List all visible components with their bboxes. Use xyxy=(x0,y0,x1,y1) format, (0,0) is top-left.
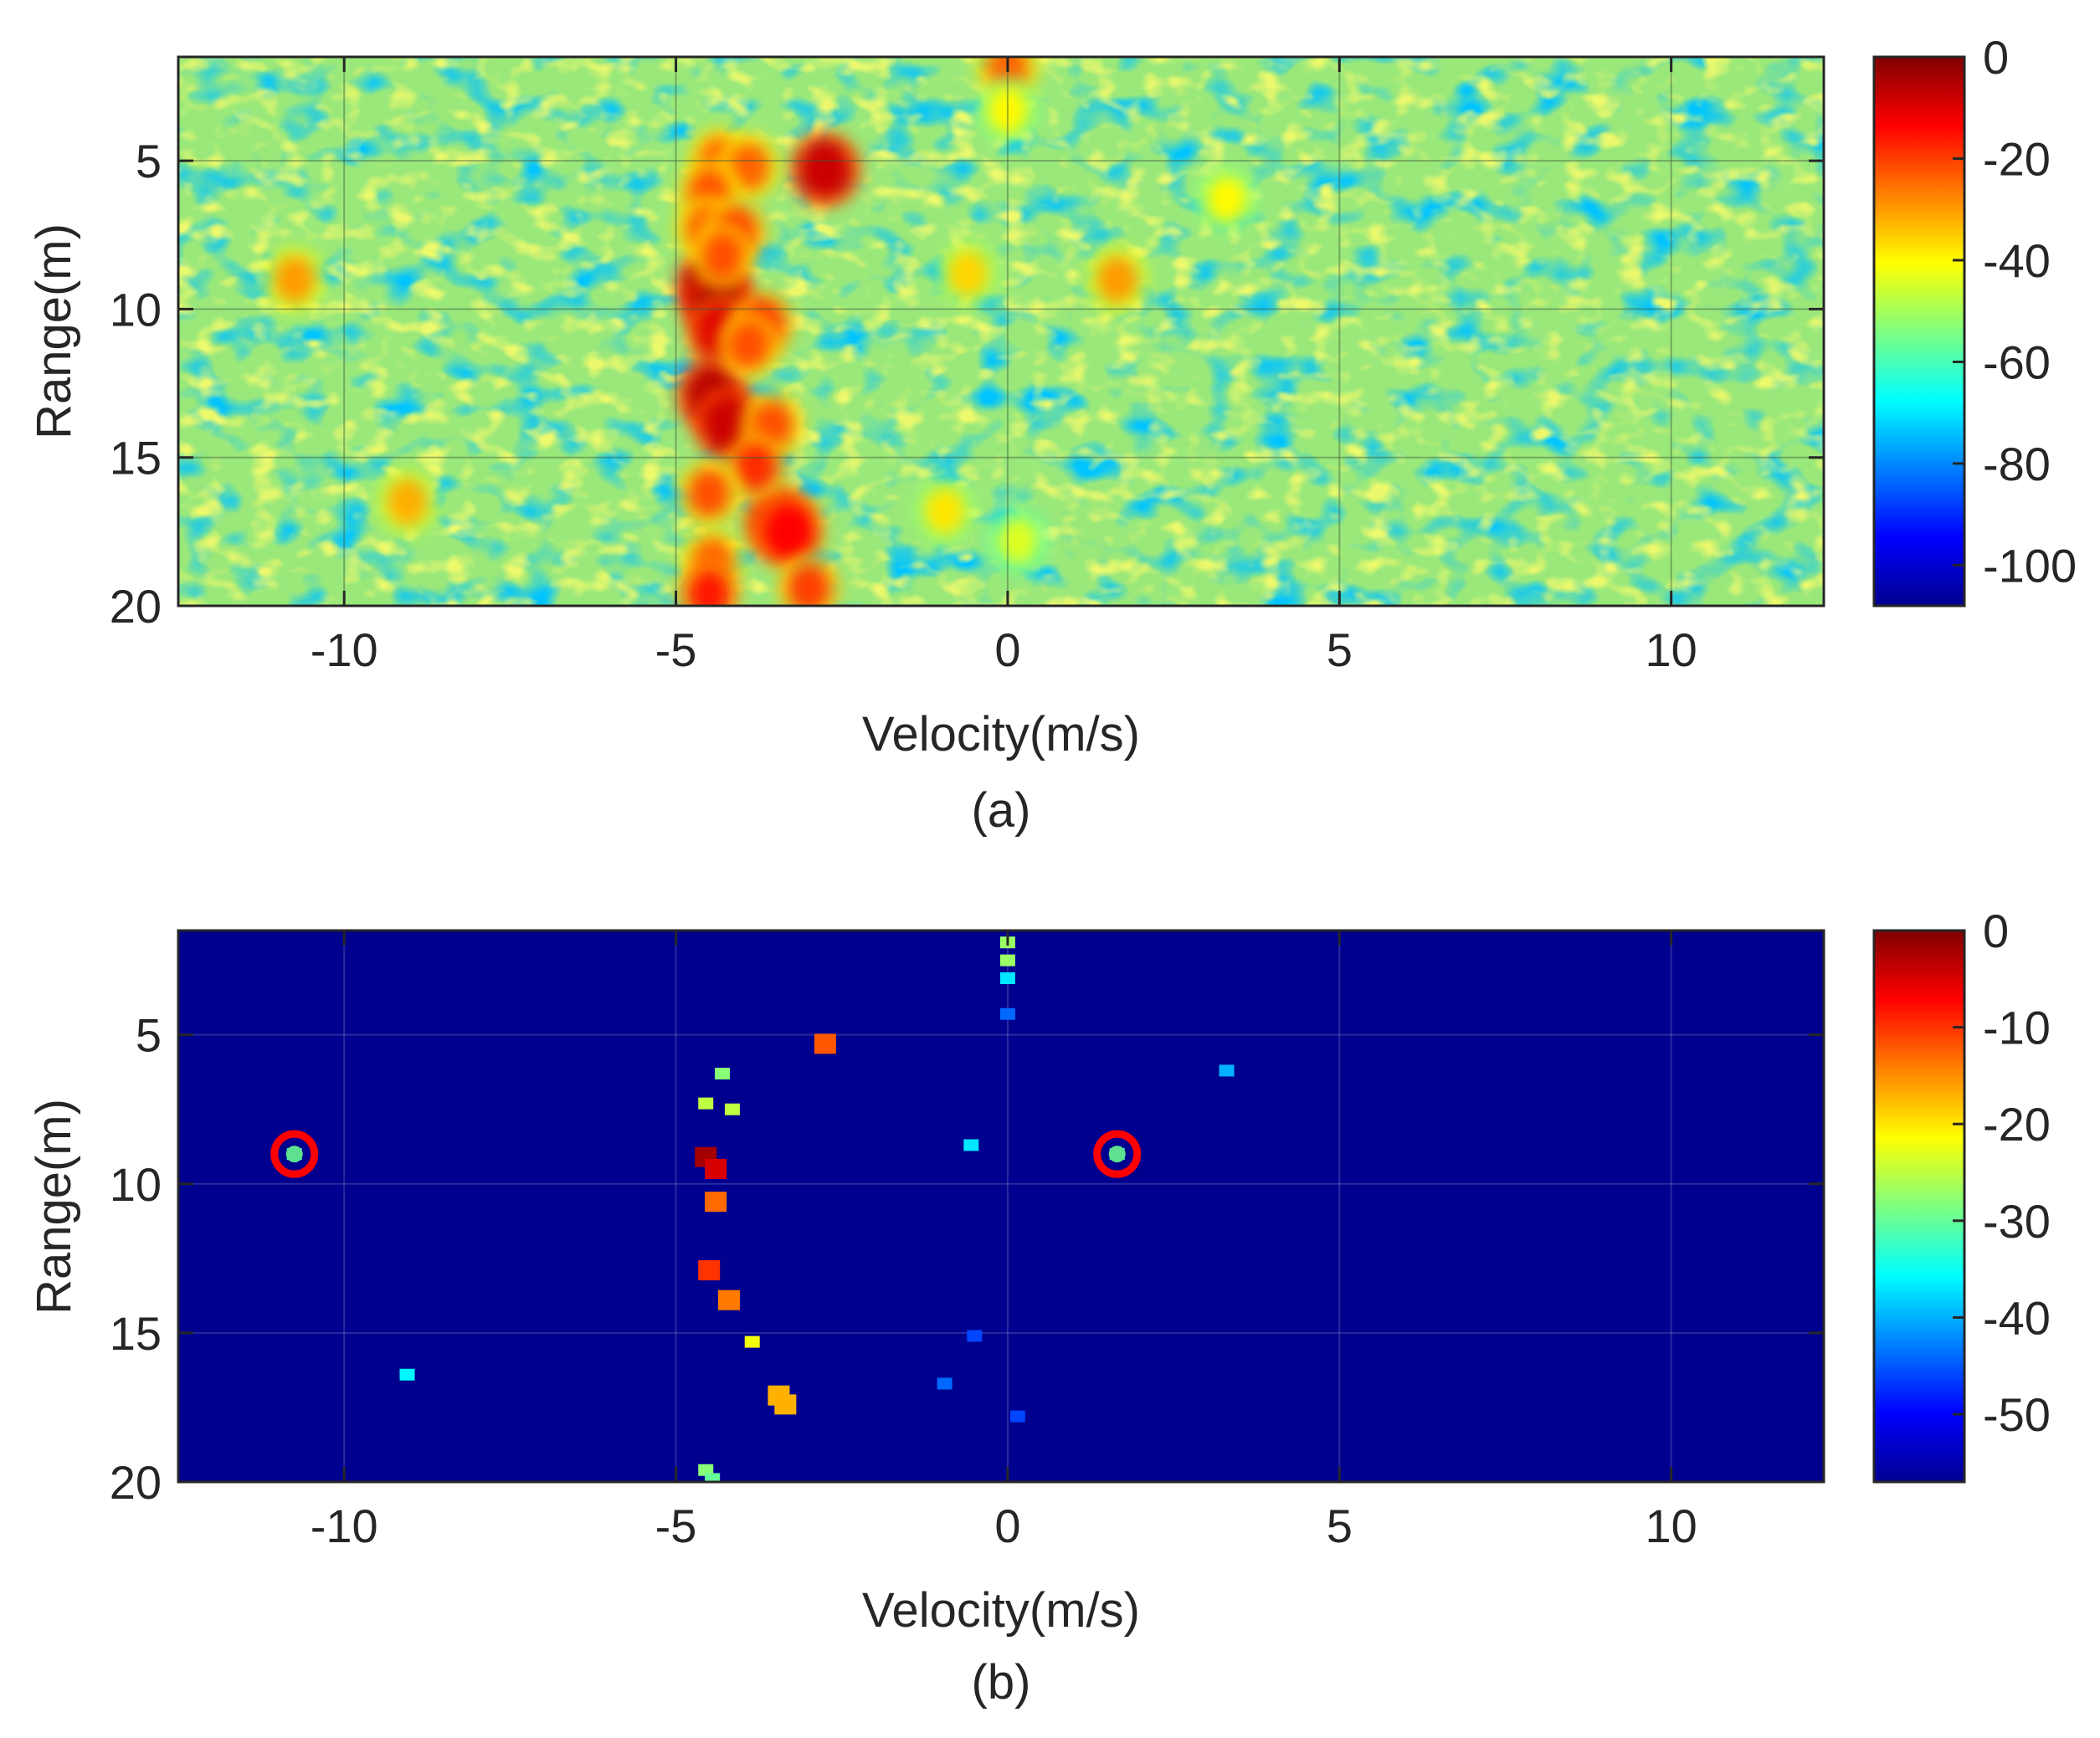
detection-cell xyxy=(967,1330,983,1342)
colorbar-tick-label: -30 xyxy=(1983,1195,2051,1248)
colorbar-tick-label: -80 xyxy=(1983,438,2051,490)
x-tick-label: 0 xyxy=(994,623,1020,676)
heatmap-peak xyxy=(788,564,829,606)
y-tick-label: 15 xyxy=(110,432,162,484)
colorbar-tick-label: -20 xyxy=(1983,132,2051,185)
detection-cell xyxy=(814,1033,836,1054)
detection-cell xyxy=(399,1368,415,1381)
heatmap-peak xyxy=(689,469,730,517)
x-tick-label: -10 xyxy=(311,623,378,676)
axes-a-xlabel: Velocity(m/s) xyxy=(862,707,1140,761)
axes-b-ticks: -10 -5 0 5 10 5 10 15 20 xyxy=(110,931,1824,1552)
heatmap-peak xyxy=(702,232,743,279)
detection-cell xyxy=(698,1097,714,1110)
detection-cell xyxy=(715,1067,731,1079)
heatmap-peak xyxy=(947,249,988,297)
x-tick-label: 5 xyxy=(1327,1500,1353,1552)
detection-cell xyxy=(717,1289,740,1310)
panel-b-caption: (b) xyxy=(972,1655,1031,1710)
axes-a-ticks: -10 -5 0 5 10 5 10 15 20 xyxy=(110,57,1824,676)
y-tick-label: 10 xyxy=(110,283,162,336)
axes-b-ylabel: Range(m) xyxy=(27,1099,81,1315)
target-circle-center xyxy=(285,1146,303,1163)
colorbar-b xyxy=(1872,929,1966,1484)
detection-cell xyxy=(937,1377,952,1390)
heatmap-b-grid xyxy=(178,931,1824,1482)
detection-cell xyxy=(705,1192,727,1212)
colorbar-tick-label: -60 xyxy=(1983,336,2051,388)
target-circle xyxy=(270,1130,319,1178)
detection-cell xyxy=(774,1394,797,1415)
heatmap-a-peaks xyxy=(262,57,1259,606)
heatmap-b-plot-area xyxy=(178,931,1824,1482)
colorbar-a xyxy=(1872,55,1966,608)
detection-cell xyxy=(705,1473,721,1482)
y-tick-label: 5 xyxy=(136,1009,162,1062)
detection-cell xyxy=(999,972,1015,984)
heatmap-a-grid xyxy=(178,57,1824,606)
detection-cell xyxy=(698,1464,714,1476)
colorbar-tick-label: -20 xyxy=(1983,1098,2051,1151)
detection-cell xyxy=(724,1103,740,1115)
x-tick-label: -5 xyxy=(655,623,697,676)
detection-cell xyxy=(1009,1410,1025,1423)
heatmap-peak xyxy=(728,143,769,191)
heatmap-peak xyxy=(799,141,850,198)
y-tick-label: 15 xyxy=(110,1307,162,1360)
detection-cell xyxy=(698,1260,721,1281)
colorbar-tick-label: -10 xyxy=(1983,1002,2051,1054)
x-tick-label: 10 xyxy=(1646,623,1697,676)
heatmap-peak xyxy=(987,86,1028,134)
panel-a-caption: (a) xyxy=(972,783,1031,838)
heatmap-b-background xyxy=(178,931,1824,1482)
colorbar-tick-label: -100 xyxy=(1983,539,2077,592)
detection-cell xyxy=(1219,1064,1235,1077)
y-tick-label: 20 xyxy=(110,1456,162,1509)
colorbar-tick-label: -40 xyxy=(1983,234,2051,287)
detection-cell xyxy=(705,1158,727,1179)
detection-cell xyxy=(999,1007,1015,1020)
heatmap-peak xyxy=(387,478,428,526)
heatmap-a-plot-area xyxy=(178,57,1824,606)
heatmap-peak xyxy=(689,570,730,606)
axes-b-frame xyxy=(177,929,1825,1484)
colorbar-a-ticks: 0 -20 -40 -60 -80 -100 xyxy=(1953,31,2077,592)
target-circle xyxy=(1093,1130,1142,1178)
detection-cell xyxy=(963,1139,979,1151)
y-tick-label: 10 xyxy=(110,1158,162,1211)
x-tick-label: 10 xyxy=(1646,1500,1697,1552)
x-tick-label: 0 xyxy=(994,1500,1020,1552)
colorbar-tick-label: 0 xyxy=(1983,905,2009,957)
heatmap-peak xyxy=(1096,255,1137,303)
target-circle-center xyxy=(1108,1146,1126,1163)
colorbar-b-ticks: 0 -10 -20 -30 -40 -50 xyxy=(1953,905,2051,1441)
detection-cell xyxy=(999,954,1015,966)
axes-a-ylabel: Range(m) xyxy=(27,223,81,439)
y-tick-label: 20 xyxy=(110,580,162,633)
heatmap-peak xyxy=(924,487,965,535)
detection-cell xyxy=(744,1336,760,1348)
x-tick-label: -5 xyxy=(655,1500,697,1552)
y-tick-label: 5 xyxy=(136,135,162,187)
heatmap-peak xyxy=(763,503,814,561)
heatmap-peak xyxy=(274,255,315,303)
x-tick-label: 5 xyxy=(1327,623,1353,676)
heatmap-peak xyxy=(735,443,776,490)
colorbar-tick-label: 0 xyxy=(1983,31,2009,84)
axes-a-frame xyxy=(177,55,1825,608)
axes-b-xlabel: Velocity(m/s) xyxy=(862,1583,1140,1638)
heatmap-peak xyxy=(1206,176,1247,223)
heatmap-peak xyxy=(997,516,1038,564)
heatmap-b-circled-targets xyxy=(270,1130,1142,1178)
colorbar-tick-label: -50 xyxy=(1983,1388,2051,1441)
x-tick-label: -10 xyxy=(311,1500,378,1552)
colorbar-tick-label: -40 xyxy=(1983,1291,2051,1344)
heatmap-peak xyxy=(728,320,769,368)
